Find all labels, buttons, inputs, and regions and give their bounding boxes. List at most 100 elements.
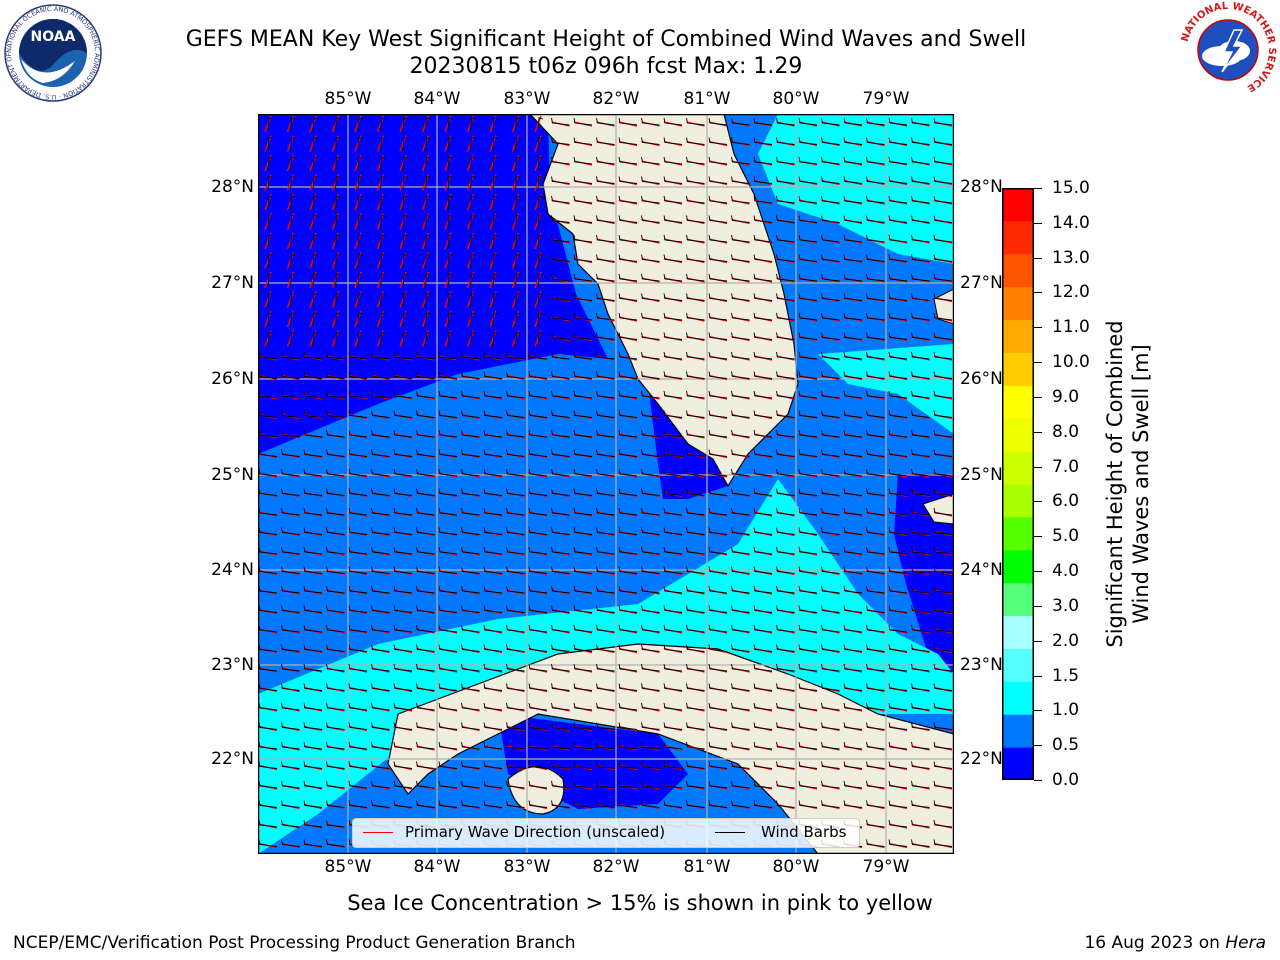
wind-barb <box>551 702 570 711</box>
wind-barb <box>753 780 773 789</box>
wind-barb <box>447 175 454 191</box>
wind-barb <box>290 253 296 269</box>
wind-barb <box>843 585 863 594</box>
wind-barb <box>573 663 593 672</box>
wind-barb <box>663 273 683 282</box>
wind-barb <box>515 273 521 289</box>
wind-barb <box>843 332 863 340</box>
wind-barb <box>866 585 885 594</box>
wind-barb <box>461 488 480 496</box>
wind-barb <box>335 136 341 152</box>
wind-barb <box>573 390 593 399</box>
wind-barb <box>393 722 413 730</box>
wind-barb <box>686 156 705 165</box>
wind-barb <box>888 741 908 750</box>
wind-barb <box>888 429 908 438</box>
wind-barb <box>303 663 323 672</box>
wind-barb <box>731 410 750 418</box>
wind-barb <box>267 331 274 347</box>
wind-barb <box>303 780 323 789</box>
wind-barb <box>798 390 818 399</box>
wind-barb <box>506 507 525 516</box>
wind-barb <box>686 585 705 594</box>
wind-barb <box>326 819 345 828</box>
wind-barb <box>506 780 525 789</box>
wind-barb <box>888 410 908 418</box>
wind-barb <box>708 410 728 418</box>
wind-barb <box>641 195 660 204</box>
wind-barb <box>303 449 323 457</box>
lat-tick-left: 24°N <box>211 560 254 580</box>
wind-barb <box>461 683 480 691</box>
wind-barb <box>371 390 390 399</box>
graticule <box>258 114 954 854</box>
wind-barb <box>618 741 638 750</box>
wind-barb <box>708 312 728 321</box>
wind-barb <box>371 566 390 574</box>
lon-tick-bottom: 81°W <box>683 857 731 877</box>
wind-barb <box>686 234 705 243</box>
wind-barb <box>438 780 458 789</box>
wind-barb <box>438 410 458 418</box>
wind-barb <box>911 527 930 535</box>
wind-barb <box>425 175 431 191</box>
wind-barb <box>798 468 818 477</box>
wind-barb <box>335 331 341 347</box>
wind-barb <box>731 644 750 652</box>
wind-barb <box>888 332 908 340</box>
wind-barb <box>731 488 750 496</box>
wind-barb <box>537 214 544 230</box>
wind-barb <box>492 195 499 211</box>
wind-barb <box>402 234 409 250</box>
wind-barb <box>371 780 390 789</box>
wind-barb <box>618 585 638 594</box>
wind-barb <box>470 136 476 152</box>
wind-barb <box>776 176 795 184</box>
wind-barb <box>281 780 300 789</box>
wind-barb <box>753 215 773 223</box>
wind-barb <box>357 117 364 133</box>
wind-barb <box>843 761 863 769</box>
lat-tick-right: 23°N <box>960 655 1003 675</box>
wind-barb <box>258 546 278 555</box>
wind-barb <box>402 175 409 191</box>
wind-barb <box>312 253 319 269</box>
wind-barb <box>348 351 368 360</box>
wind-barb <box>326 839 345 847</box>
colorbar-segment <box>1002 549 1034 584</box>
wind-barb <box>438 800 458 808</box>
wind-barb <box>303 605 323 613</box>
lon-tick-top: 80°W <box>772 89 820 109</box>
wind-barb <box>447 195 454 211</box>
wind-barb <box>335 234 341 250</box>
wind-barb <box>776 137 795 145</box>
wind-barb <box>483 702 503 711</box>
wind-barb <box>686 293 705 301</box>
wind-barb <box>731 332 750 340</box>
wind-barb <box>290 312 296 328</box>
wind-barb <box>483 761 503 769</box>
wind-barb <box>483 390 503 399</box>
wind-barb <box>461 722 480 730</box>
wind-barb <box>393 663 413 672</box>
wind-barb <box>573 273 593 282</box>
wind-barb <box>708 390 728 399</box>
wind-barb <box>821 468 840 477</box>
wind-barb <box>888 273 908 282</box>
wind-barb <box>393 761 413 769</box>
wind-barb <box>573 176 593 184</box>
wind-barb <box>393 741 413 750</box>
wind-barb <box>911 468 930 477</box>
wind-barb <box>528 488 548 496</box>
footer-host: Hera <box>1225 933 1266 953</box>
colorbar-segment <box>1002 319 1034 353</box>
wind-barb <box>888 371 908 379</box>
wind-barb <box>821 176 840 184</box>
wind-barb <box>686 137 705 145</box>
wind-barb <box>866 429 885 438</box>
wind-barb <box>537 312 544 328</box>
wind-barb <box>348 488 368 496</box>
wind-barb <box>888 644 908 652</box>
wind-barb <box>402 253 409 269</box>
wind-barb <box>290 331 296 347</box>
